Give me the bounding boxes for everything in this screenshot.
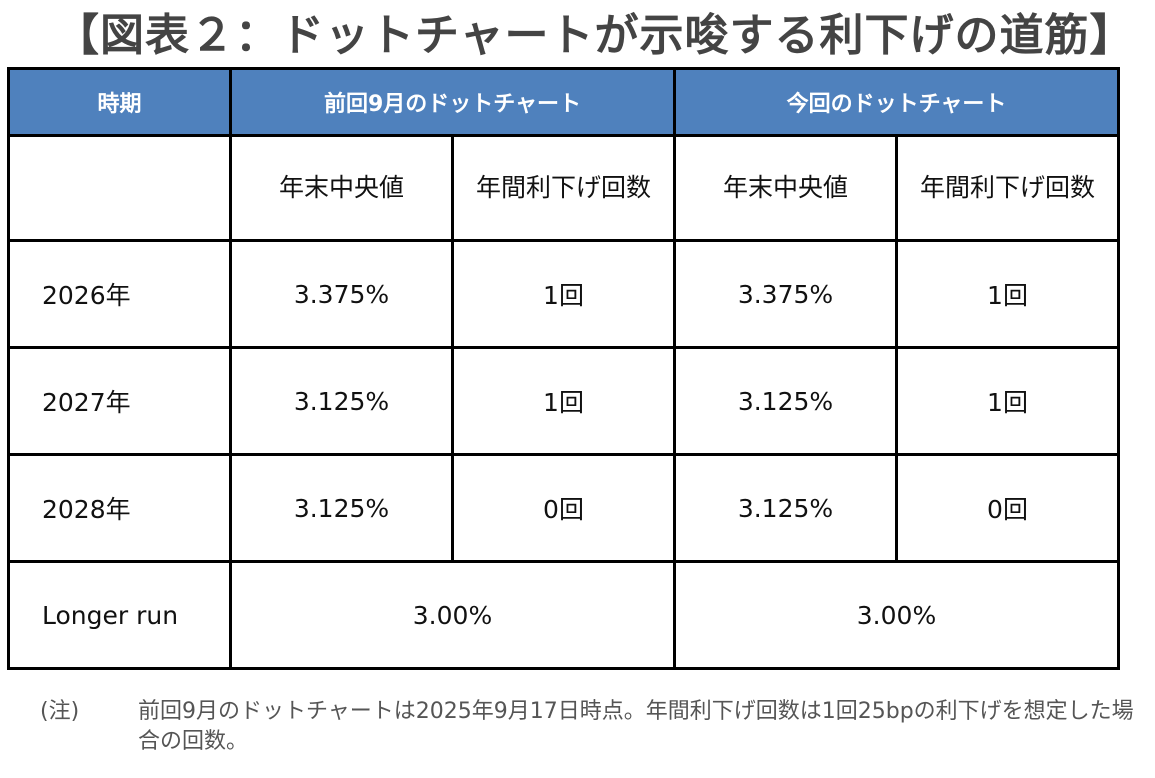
subheader-previous-cuts: 年間利下げ回数 [451, 134, 676, 242]
longer-run-previous-cell: 3.00% [229, 560, 676, 670]
period-cell: 2026年 [7, 239, 232, 349]
header-previous-dot-chart: 前回9月のドットチャート [229, 67, 676, 137]
header-current-dot-chart: 今回のドットチャート [673, 67, 1120, 137]
table-row: 2026年 3.375% 1回 3.375% 1回 [7, 239, 1120, 349]
previous-cuts-cell: 1回 [451, 346, 676, 456]
table-row: 2028年 3.125% 0回 3.125% 0回 [7, 453, 1120, 563]
current-median-cell: 3.375% [673, 239, 898, 349]
table-row: 2027年 3.125% 1回 3.125% 1回 [7, 346, 1120, 456]
header-row: 時期 前回9月のドットチャート 今回のドットチャート [7, 67, 1120, 137]
subheader-empty [7, 134, 232, 242]
current-median-cell: 3.125% [673, 346, 898, 456]
period-cell: 2028年 [7, 453, 232, 563]
longer-run-row: Longer run 3.00% 3.00% [7, 560, 1120, 670]
header-period: 時期 [7, 67, 232, 137]
longer-run-label: Longer run [7, 560, 232, 670]
current-cuts-cell: 1回 [895, 239, 1120, 349]
previous-cuts-cell: 1回 [451, 239, 676, 349]
dot-chart-table: 時期 前回9月のドットチャート 今回のドットチャート 年末中央値 年間利下げ回数… [7, 67, 1120, 670]
subheader-current-median: 年末中央値 [673, 134, 898, 242]
previous-median-cell: 3.125% [229, 346, 454, 456]
current-cuts-cell: 1回 [895, 346, 1120, 456]
current-median-cell: 3.125% [673, 453, 898, 563]
previous-median-cell: 3.125% [229, 453, 454, 563]
subheader-previous-median: 年末中央値 [229, 134, 454, 242]
previous-cuts-cell: 0回 [451, 453, 676, 563]
period-cell: 2027年 [7, 346, 232, 456]
footnote-text: 前回9月のドットチャートは2025年9月17日時点。年間利下げ回数は1回25bp… [138, 699, 1134, 754]
page-title: 【図表２：ドットチャートが示唆する利下げの道筋】 [55, 10, 1135, 61]
longer-run-current-cell: 3.00% [673, 560, 1120, 670]
current-cuts-cell: 0回 [895, 453, 1120, 563]
previous-median-cell: 3.375% [229, 239, 454, 349]
subheader-row: 年末中央値 年間利下げ回数 年末中央値 年間利下げ回数 [7, 134, 1120, 242]
footnote-label: (注) [40, 699, 80, 724]
subheader-current-cuts: 年間利下げ回数 [895, 134, 1120, 242]
